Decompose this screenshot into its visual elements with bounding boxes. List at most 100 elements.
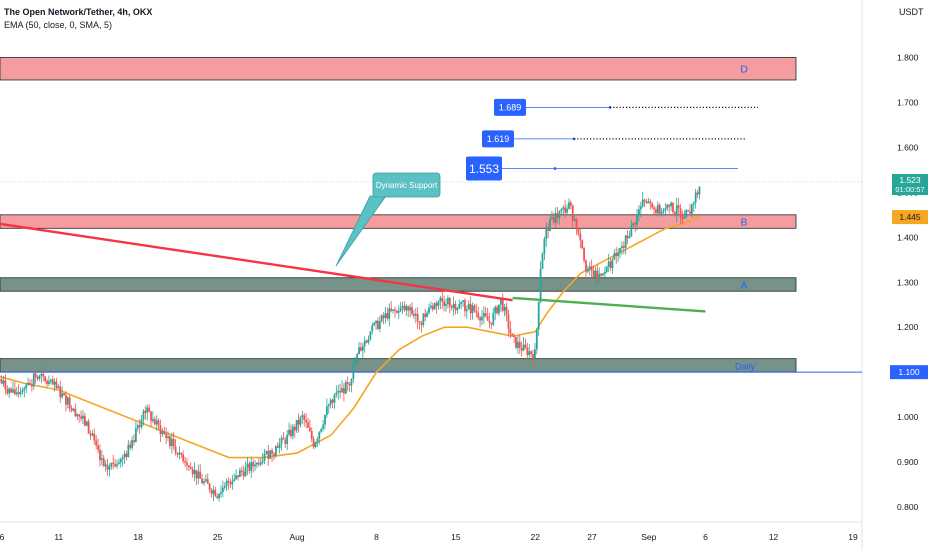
candle[interactable] — [454, 300, 457, 315]
candle[interactable] — [373, 321, 376, 327]
candle[interactable] — [314, 441, 317, 449]
candle[interactable] — [146, 404, 149, 421]
candle[interactable] — [237, 475, 239, 481]
candle[interactable] — [307, 417, 309, 428]
candle[interactable] — [187, 465, 190, 471]
candle[interactable] — [284, 436, 287, 449]
target-level-1.553[interactable]: 1.553 — [466, 156, 738, 181]
candle[interactable] — [163, 426, 166, 435]
candle[interactable] — [223, 482, 226, 490]
candle[interactable] — [687, 209, 689, 212]
candle[interactable] — [271, 447, 273, 463]
candle[interactable] — [411, 302, 413, 316]
candle[interactable] — [590, 259, 593, 279]
candle[interactable] — [420, 320, 423, 333]
candle[interactable] — [8, 387, 11, 398]
candle[interactable] — [450, 304, 453, 311]
candle[interactable] — [85, 420, 88, 427]
candle[interactable] — [218, 493, 220, 502]
candle[interactable] — [375, 320, 377, 330]
candle[interactable] — [344, 379, 347, 394]
candle[interactable] — [239, 467, 241, 478]
candle[interactable] — [324, 414, 326, 430]
candle[interactable] — [178, 446, 181, 460]
candle[interactable] — [59, 380, 62, 403]
candle[interactable] — [327, 403, 330, 414]
candle[interactable] — [384, 306, 387, 324]
candle[interactable] — [694, 188, 697, 209]
candle[interactable] — [622, 240, 625, 255]
candle[interactable] — [352, 358, 355, 383]
candle[interactable] — [337, 384, 340, 400]
candle[interactable] — [186, 457, 188, 471]
candle[interactable] — [76, 413, 79, 421]
candle[interactable] — [414, 307, 417, 324]
candle[interactable] — [138, 419, 141, 434]
candle[interactable] — [23, 386, 26, 398]
candle[interactable] — [602, 272, 604, 277]
candle[interactable] — [571, 204, 574, 228]
candle[interactable] — [21, 387, 24, 395]
candle[interactable] — [358, 341, 360, 355]
candle[interactable] — [193, 462, 196, 482]
candle[interactable] — [619, 247, 621, 259]
candle[interactable] — [195, 470, 198, 486]
candle[interactable] — [556, 206, 559, 224]
candle[interactable] — [464, 298, 466, 317]
candle[interactable] — [416, 307, 419, 330]
candle[interactable] — [214, 486, 217, 497]
candle[interactable] — [331, 398, 334, 408]
candle[interactable] — [668, 204, 671, 214]
candle[interactable] — [55, 377, 58, 390]
indicator-legend[interactable]: EMA (50, close, 0, SMA, 5) — [4, 20, 113, 30]
candle[interactable] — [448, 297, 451, 314]
candle[interactable] — [537, 301, 540, 337]
candle[interactable] — [229, 478, 232, 488]
candle[interactable] — [34, 369, 37, 384]
candle[interactable] — [431, 302, 434, 312]
candle[interactable] — [65, 390, 67, 412]
candle[interactable] — [511, 333, 514, 336]
candle[interactable] — [87, 418, 90, 434]
candle[interactable] — [297, 413, 300, 433]
candle[interactable] — [2, 375, 5, 387]
candle[interactable] — [248, 461, 251, 474]
candle[interactable] — [242, 465, 245, 480]
candle[interactable] — [494, 305, 497, 321]
candle[interactable] — [250, 456, 253, 478]
candle[interactable] — [677, 197, 680, 214]
candle[interactable] — [0, 378, 1, 384]
candle[interactable] — [46, 379, 48, 388]
candle[interactable] — [333, 393, 336, 410]
candle[interactable] — [435, 301, 438, 314]
candle[interactable] — [293, 424, 296, 438]
candle[interactable] — [83, 412, 86, 427]
candle[interactable] — [462, 300, 464, 307]
candle[interactable] — [613, 249, 616, 261]
candle[interactable] — [19, 387, 22, 397]
candle[interactable] — [388, 303, 391, 327]
candle[interactable] — [447, 295, 449, 309]
candle[interactable] — [127, 440, 130, 458]
candle[interactable] — [653, 204, 655, 217]
candle[interactable] — [549, 215, 551, 232]
candle[interactable] — [152, 411, 154, 424]
candle[interactable] — [280, 435, 283, 451]
zone-d[interactable] — [0, 57, 797, 81]
candle[interactable] — [588, 261, 591, 276]
candle[interactable] — [656, 201, 659, 217]
candle[interactable] — [596, 264, 599, 284]
candle[interactable] — [628, 230, 631, 239]
candle[interactable] — [6, 385, 9, 396]
candle[interactable] — [356, 352, 359, 364]
candle[interactable] — [690, 203, 693, 218]
candle[interactable] — [57, 384, 60, 389]
candle[interactable] — [182, 450, 185, 464]
candle[interactable] — [206, 473, 209, 484]
candle[interactable] — [543, 236, 546, 261]
candle[interactable] — [564, 199, 567, 219]
candle[interactable] — [647, 197, 650, 204]
candle[interactable] — [689, 204, 691, 214]
candle[interactable] — [189, 462, 192, 470]
candle[interactable] — [133, 434, 135, 446]
